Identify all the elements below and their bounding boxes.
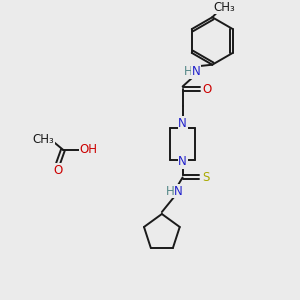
Text: N: N <box>178 155 187 168</box>
Text: CH₃: CH₃ <box>213 1 235 14</box>
Text: O: O <box>203 83 212 96</box>
Text: H: H <box>165 185 174 198</box>
Text: N: N <box>174 185 183 198</box>
Text: OH: OH <box>80 143 98 156</box>
Text: N: N <box>192 65 201 78</box>
Text: N: N <box>178 116 187 130</box>
Text: H: H <box>184 65 193 78</box>
Text: CH₃: CH₃ <box>32 133 54 146</box>
Text: O: O <box>53 164 63 177</box>
Text: S: S <box>203 171 210 184</box>
